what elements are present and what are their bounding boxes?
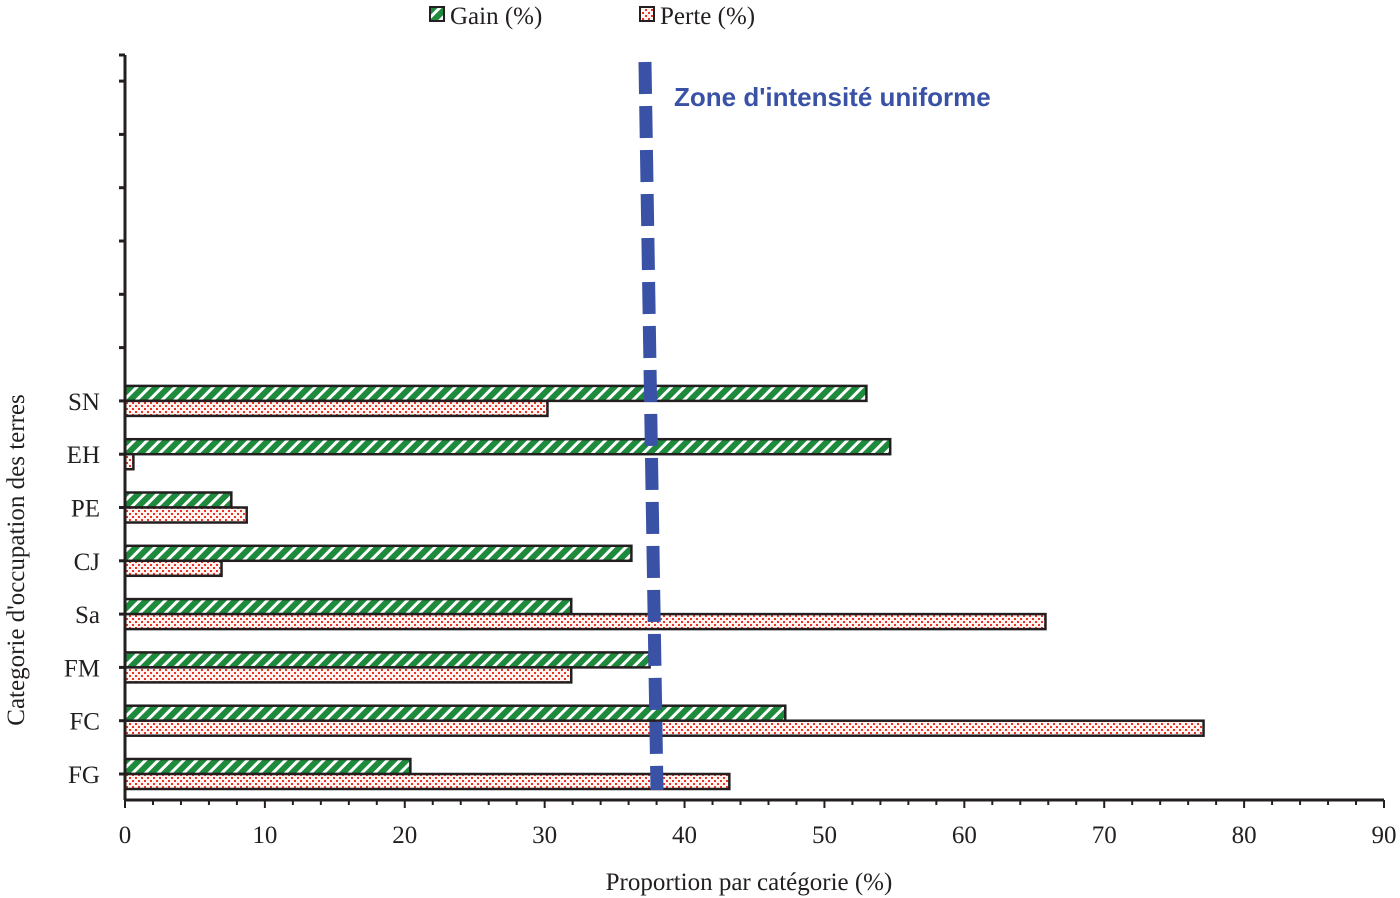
legend-swatch-gain: [429, 6, 445, 22]
gain-bar-FC: [123, 704, 787, 722]
y-tick-label-CJ: CJ: [74, 549, 101, 576]
perte-bar-FG: [123, 772, 731, 791]
x-tick-label-20: 20: [392, 822, 417, 849]
perte-bar-FM: [123, 666, 573, 684]
perte-bar-Sa: [123, 612, 1047, 631]
gain-bar-CJ: [123, 544, 633, 563]
x-tick-label-30: 30: [532, 822, 557, 849]
y-tick-label-SN: SN: [68, 389, 100, 416]
perte-bar-FC: [123, 719, 1205, 737]
y-tick-label-FG: FG: [68, 762, 100, 789]
x-tick-label-10: 10: [252, 822, 277, 849]
x-tick-label-50: 50: [812, 822, 837, 849]
gain-bar-FG: [123, 757, 412, 776]
y-tick-label-FM: FM: [64, 655, 100, 682]
gain-bar-Sa: [123, 597, 573, 616]
gain-bar-SN: [123, 384, 868, 403]
perte-bar-SN: [123, 399, 549, 418]
x-tick-label-0: 0: [119, 822, 132, 849]
x-tick-label-70: 70: [1092, 822, 1117, 849]
gain-bar-FM: [123, 651, 651, 669]
gain-bar-EH: [123, 437, 892, 456]
uniform-intensity-line: [638, 61, 664, 791]
x-axis-title: Proportion par catégorie (%): [606, 869, 893, 896]
annotation-label: Zone d'intensité uniforme: [674, 82, 991, 112]
y-tick-label-Sa: Sa: [75, 602, 100, 629]
y-axis-title: Categorie d'occupation des terres: [3, 394, 30, 725]
legend-label-gain: Gain (%): [450, 3, 542, 30]
perte-bar-PE: [123, 506, 248, 524]
x-tick-label-80: 80: [1232, 822, 1257, 849]
y-tick-label-PE: PE: [71, 496, 100, 523]
y-tick-label-EH: EH: [67, 442, 100, 469]
legend-swatch-perte: [639, 6, 655, 22]
x-tick-label-90: 90: [1372, 822, 1397, 849]
x-tick-label-60: 60: [952, 822, 977, 849]
legend: Gain (%) Perte (%): [429, 3, 755, 30]
y-tick-label-FC: FC: [69, 709, 100, 736]
x-tick-label-40: 40: [672, 822, 697, 849]
legend-label-perte: Perte (%): [660, 3, 755, 30]
gain-bar-PE: [123, 491, 233, 509]
perte-bar-CJ: [123, 559, 223, 578]
